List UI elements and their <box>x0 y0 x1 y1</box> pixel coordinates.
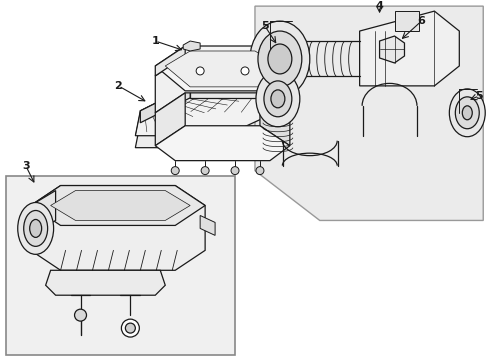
Text: 6: 6 <box>417 16 425 26</box>
Ellipse shape <box>255 71 299 127</box>
Polygon shape <box>394 11 419 31</box>
Ellipse shape <box>270 90 285 108</box>
Polygon shape <box>140 86 190 123</box>
Ellipse shape <box>249 21 309 97</box>
Polygon shape <box>260 56 289 146</box>
Polygon shape <box>155 126 289 161</box>
Polygon shape <box>254 6 482 220</box>
Polygon shape <box>260 46 289 76</box>
Text: 5: 5 <box>474 91 482 101</box>
Polygon shape <box>31 185 204 225</box>
Polygon shape <box>359 11 458 86</box>
Polygon shape <box>51 190 190 220</box>
Ellipse shape <box>23 211 47 246</box>
Ellipse shape <box>18 203 54 254</box>
Ellipse shape <box>267 44 291 74</box>
Polygon shape <box>155 46 185 76</box>
Ellipse shape <box>241 67 248 75</box>
Polygon shape <box>155 56 289 113</box>
Polygon shape <box>36 190 56 233</box>
Polygon shape <box>183 41 200 51</box>
Polygon shape <box>379 36 404 63</box>
Ellipse shape <box>196 67 203 75</box>
Text: 1: 1 <box>151 36 159 46</box>
Polygon shape <box>165 51 279 87</box>
Ellipse shape <box>454 97 478 129</box>
Polygon shape <box>135 86 285 136</box>
Polygon shape <box>190 86 285 98</box>
Polygon shape <box>135 98 285 148</box>
Polygon shape <box>31 185 204 270</box>
Text: 4: 4 <box>375 1 383 11</box>
Ellipse shape <box>201 167 209 175</box>
Ellipse shape <box>230 167 239 175</box>
Ellipse shape <box>264 81 291 117</box>
Ellipse shape <box>255 167 264 175</box>
Ellipse shape <box>30 220 41 237</box>
Ellipse shape <box>125 323 135 333</box>
Polygon shape <box>155 93 185 146</box>
Text: 5: 5 <box>261 21 268 31</box>
Polygon shape <box>155 46 289 91</box>
Bar <box>6 176 235 355</box>
Text: 3: 3 <box>22 161 29 171</box>
Ellipse shape <box>121 319 139 337</box>
Ellipse shape <box>448 89 484 137</box>
Ellipse shape <box>74 309 86 321</box>
Polygon shape <box>45 270 165 295</box>
Ellipse shape <box>171 167 179 175</box>
Ellipse shape <box>461 106 471 120</box>
Ellipse shape <box>258 31 301 87</box>
Polygon shape <box>200 216 215 235</box>
Text: 2: 2 <box>114 81 122 91</box>
